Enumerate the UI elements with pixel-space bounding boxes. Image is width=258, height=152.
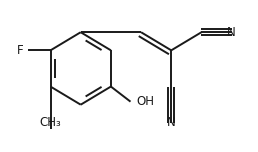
- Text: CH₃: CH₃: [40, 116, 61, 129]
- Text: N: N: [227, 26, 236, 39]
- Text: OH: OH: [136, 95, 155, 108]
- Text: F: F: [17, 44, 24, 57]
- Text: N: N: [167, 116, 176, 129]
